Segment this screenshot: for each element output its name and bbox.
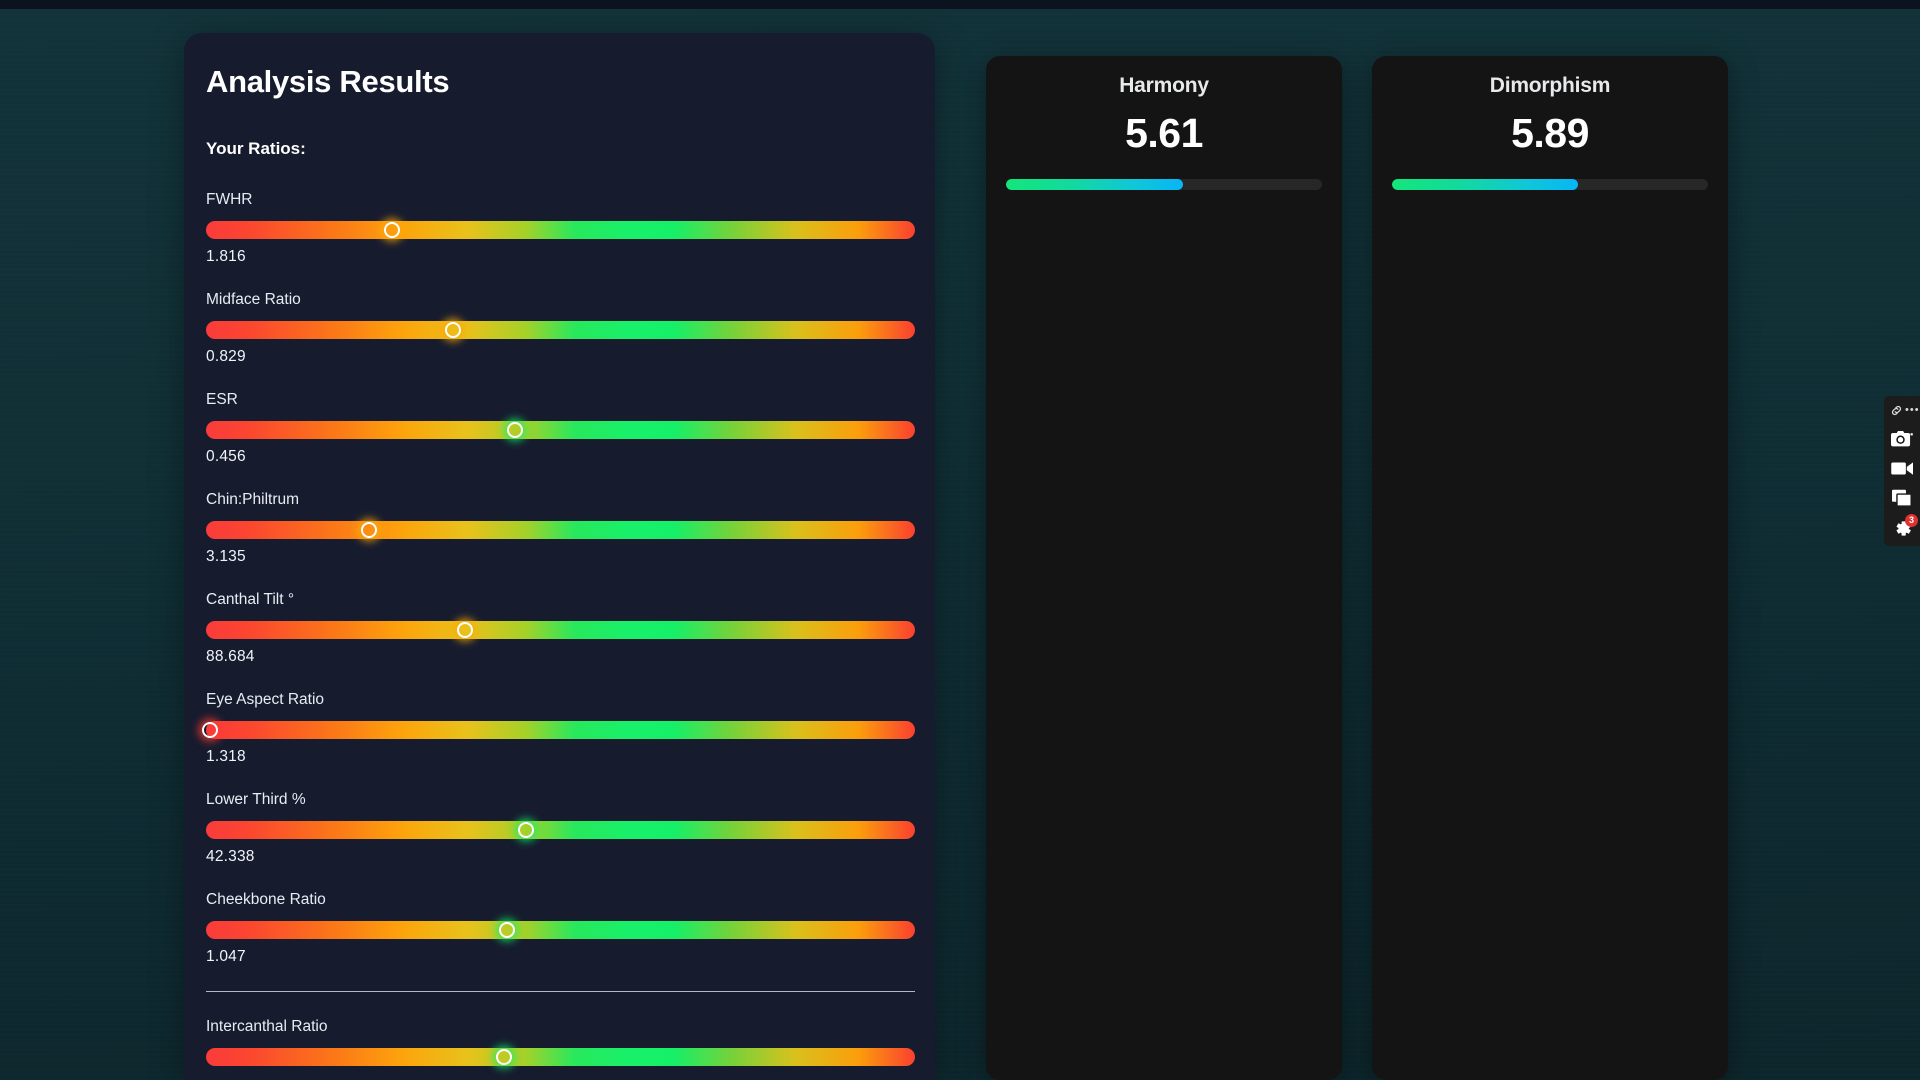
ratio-row: Chin:Philtrum 3.135 (206, 491, 915, 566)
ratio-slider-track (206, 821, 915, 839)
ratio-label: Intercanthal Ratio (206, 1018, 328, 1035)
score-card-dimorphism: Dimorphism 5.89 (1372, 56, 1728, 1080)
score-progress-track (1392, 179, 1708, 190)
score-value: 5.61 (1125, 110, 1203, 156)
ratio-list-secondary: Intercanthal Ratio (205, 1018, 915, 1066)
ratio-slider-thumb[interactable] (498, 922, 515, 938)
ratio-row: Eye Aspect Ratio 1.318 (201, 691, 915, 766)
window-switch-button[interactable] (1887, 487, 1917, 509)
your-ratios-label: Your Ratios: (206, 139, 306, 158)
score-progress-fill (1392, 179, 1579, 190)
ratio-value: 88.684 (206, 648, 255, 665)
floating-toolbar: ••• (1884, 396, 1920, 546)
ratio-slider-track (206, 421, 915, 439)
toolbar-row-link[interactable]: ••• (1887, 401, 1920, 419)
ratio-label: Midface Ratio (206, 291, 301, 308)
top-strip (0, 0, 1920, 9)
camera-icon[interactable] (1891, 430, 1913, 447)
ratio-value: 1.047 (206, 948, 246, 965)
ratio-row: Midface Ratio 0.829 (206, 291, 915, 366)
score-progress-track (1006, 179, 1322, 190)
ratio-slider-thumb[interactable] (507, 422, 524, 438)
ratio-label: ESR (206, 391, 238, 408)
score-progress-fill (1006, 179, 1184, 190)
ratio-slider-track (206, 321, 915, 339)
ratio-slider[interactable] (206, 221, 915, 239)
windows-icon[interactable] (1891, 489, 1913, 507)
ratio-list: FWHR 1.816 Midface Ratio 0.829 ESR 0.456 Chin:… (201, 191, 915, 966)
ratio-slider-track (206, 1048, 915, 1066)
score-title: Harmony (1119, 74, 1209, 97)
ratio-label: Chin:Philtrum (206, 491, 300, 508)
ratio-slider-track (206, 521, 915, 539)
ratio-slider[interactable] (206, 821, 915, 839)
ratio-label: FWHR (206, 191, 253, 208)
ratio-value: 3.135 (206, 548, 246, 565)
ratio-value: 1.318 (206, 748, 246, 765)
ratio-slider-thumb[interactable] (457, 622, 474, 638)
ratio-value: 42.338 (206, 848, 255, 865)
ratio-slider[interactable] (206, 521, 915, 539)
ratio-row: FWHR 1.816 (206, 191, 915, 266)
ratio-slider-thumb[interactable] (361, 522, 378, 538)
ratio-slider-thumb[interactable] (383, 222, 400, 238)
ratio-label: Eye Aspect Ratio (206, 691, 325, 708)
ratio-value: 0.456 (206, 448, 246, 465)
ratio-label: Canthal Tilt ° (206, 591, 295, 608)
ratio-slider[interactable] (206, 621, 915, 639)
ratio-row: ESR 0.456 (206, 391, 915, 466)
ratio-slider-thumb[interactable] (518, 822, 535, 838)
section-divider (206, 991, 915, 992)
score-card-harmony: Harmony 5.61 (986, 56, 1342, 1080)
ratio-slider-track (206, 221, 915, 239)
score-value: 5.89 (1511, 110, 1589, 156)
settings-badge-count: 3 (1905, 514, 1918, 527)
ratio-slider-thumb[interactable] (201, 722, 218, 738)
ratio-slider[interactable] (201, 721, 915, 739)
ratio-slider-track (206, 921, 915, 939)
ratio-slider[interactable] (206, 921, 915, 939)
ratio-label: Cheekbone Ratio (206, 891, 326, 908)
ratio-row: Cheekbone Ratio 1.047 (206, 891, 915, 966)
video-camera-icon[interactable] (1890, 461, 1914, 476)
link-icon[interactable] (1890, 404, 1903, 417)
ratio-label: Lower Third % (206, 791, 306, 808)
screenshot-button[interactable] (1887, 427, 1917, 449)
page-title: Analysis Results (206, 64, 450, 99)
ratio-slider[interactable] (206, 321, 915, 339)
ratio-row: Intercanthal Ratio (206, 1018, 915, 1066)
settings-button[interactable]: 3 (1887, 514, 1918, 539)
ratio-slider[interactable] (206, 1048, 915, 1066)
ratio-slider-thumb[interactable] (495, 1049, 512, 1065)
analysis-results-card: Analysis Results Your Ratios: FWHR 1.816 M… (184, 33, 935, 1080)
score-title: Dimorphism (1489, 74, 1611, 97)
more-options-icon[interactable]: ••• (1905, 403, 1920, 416)
ratio-slider[interactable] (206, 421, 915, 439)
ratio-slider-track (206, 721, 915, 739)
ratio-slider-thumb[interactable] (444, 322, 461, 338)
ratio-row: Lower Third % 42.338 (206, 791, 915, 866)
ratio-row: Canthal Tilt ° 88.684 (206, 591, 915, 666)
ratio-slider-track (206, 621, 915, 639)
ratio-value: 1.816 (206, 248, 246, 265)
ratio-value: 0.829 (206, 348, 246, 365)
record-video-button[interactable] (1887, 457, 1917, 479)
